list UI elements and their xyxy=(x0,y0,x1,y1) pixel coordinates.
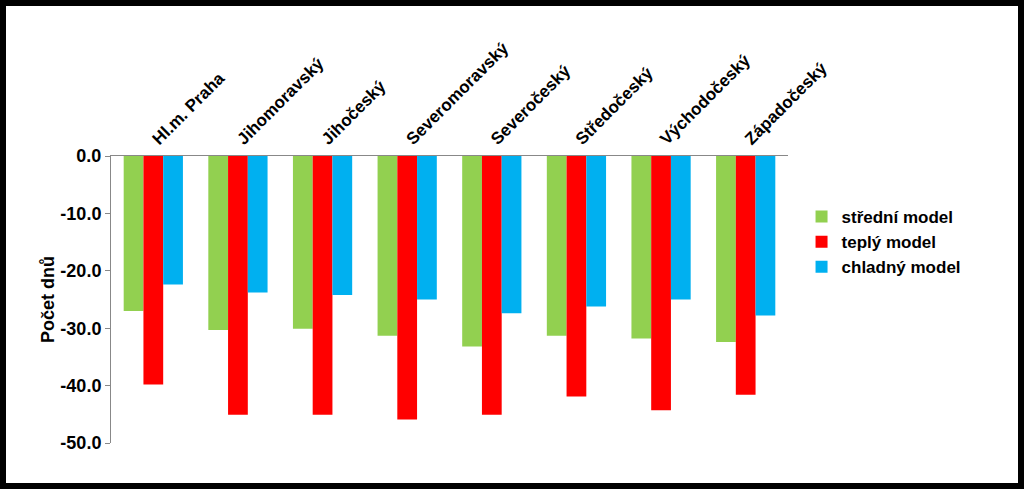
svg-text:-40.0: -40.0 xyxy=(60,376,101,396)
svg-text:-20.0: -20.0 xyxy=(60,261,101,281)
svg-text:teplý model: teplý model xyxy=(842,233,936,252)
svg-text:Jihočeský: Jihočeský xyxy=(318,77,390,149)
svg-text:-50.0: -50.0 xyxy=(60,433,101,453)
svg-text:Východočeský: Východočeský xyxy=(656,51,754,149)
svg-text:Severomoravský: Severomoravský xyxy=(403,38,513,148)
svg-text:Středočeský: Středočeský xyxy=(572,63,657,148)
svg-text:Počet dnů: Počet dnů xyxy=(38,256,58,343)
svg-text:chladný model: chladný model xyxy=(842,258,961,277)
svg-text:Severočeský: Severočeský xyxy=(487,61,574,148)
svg-text:-10.0: -10.0 xyxy=(60,204,101,224)
svg-text:Jihomoravský: Jihomoravský xyxy=(233,54,328,149)
svg-text:Západočeský: Západočeský xyxy=(741,59,831,149)
svg-text:střední model: střední model xyxy=(842,208,953,227)
svg-text:0.0: 0.0 xyxy=(76,146,101,166)
svg-text:-30.0: -30.0 xyxy=(60,319,101,339)
svg-text:Hl.m. Praha: Hl.m. Praha xyxy=(149,69,229,149)
